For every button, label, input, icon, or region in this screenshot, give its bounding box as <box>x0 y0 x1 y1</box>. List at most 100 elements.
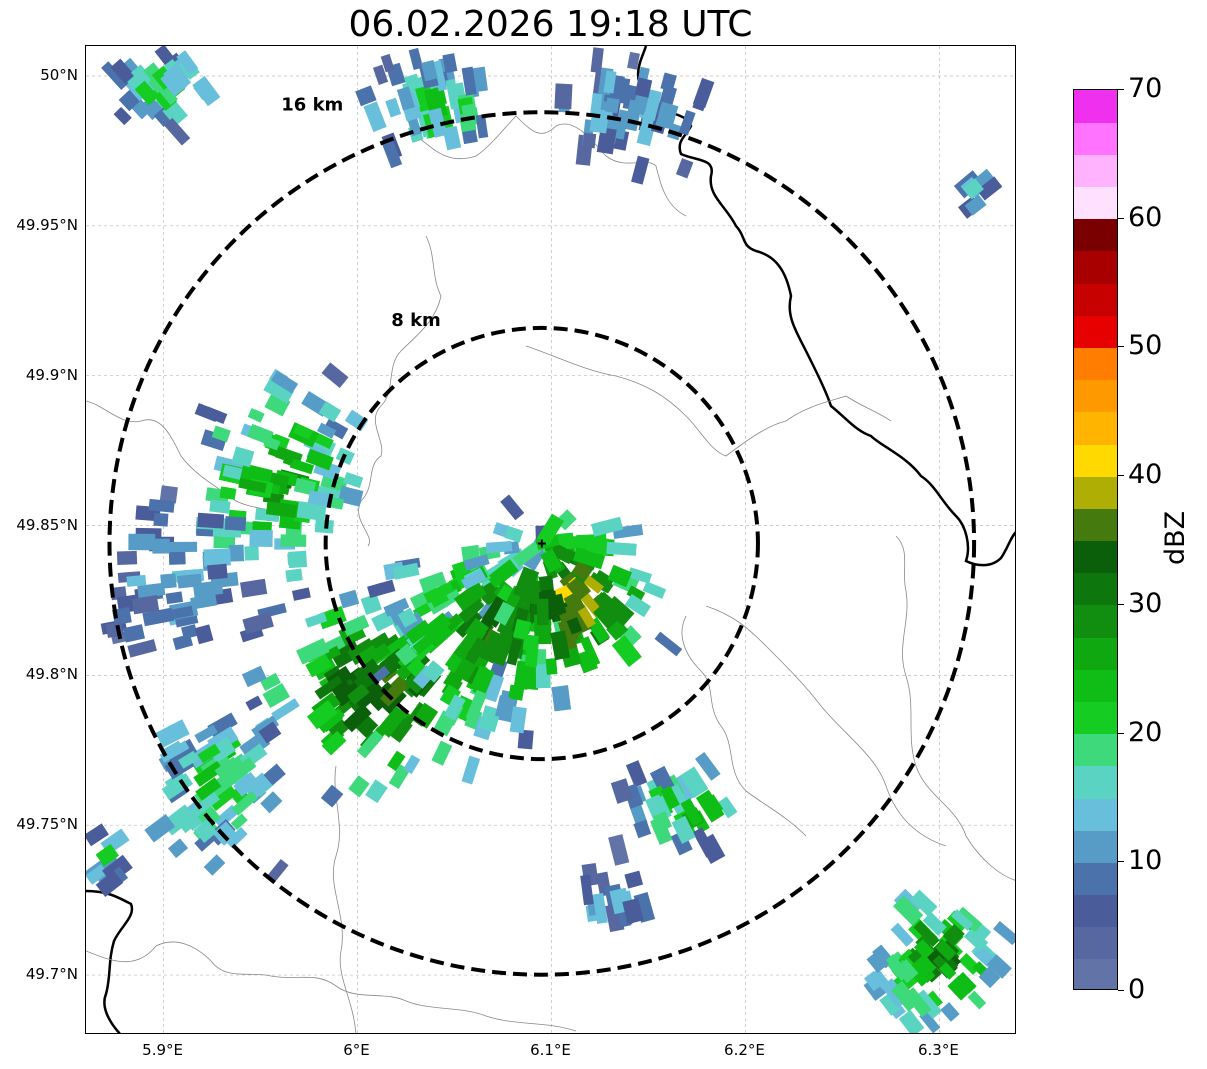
echo-pixel <box>445 78 461 109</box>
echo-pixel <box>610 778 633 804</box>
echo-pixel <box>245 695 263 711</box>
echo-pixel <box>314 675 344 700</box>
echo-pixel <box>176 50 199 75</box>
echo-pixel <box>406 657 426 677</box>
colorbar-tick-label: 70 <box>1128 73 1163 104</box>
echo-pixel <box>305 654 333 678</box>
radar-map[interactable]: 8 km 16 km <box>85 45 1016 1034</box>
echo-pixel <box>112 607 132 626</box>
colorbar-segment <box>1074 701 1117 735</box>
echo-pixel <box>692 77 715 108</box>
echo-pixel <box>252 521 273 532</box>
colorbar-tick-label: 20 <box>1128 716 1163 748</box>
echo-pixel <box>655 101 679 130</box>
colorbar-tick-label: 0 <box>1128 974 1146 1005</box>
echo-pixel <box>289 458 315 475</box>
echo-pixel <box>168 541 198 553</box>
echo-pixel <box>241 665 267 688</box>
radar-map-canvas: 8 km 16 km <box>86 46 1015 1033</box>
border-southwest <box>86 889 134 1033</box>
echo-pixel <box>866 950 889 973</box>
echo-pixel <box>585 537 609 556</box>
echo-pixel <box>390 718 413 743</box>
echo-pixel <box>947 975 973 1001</box>
colorbar-segment <box>1074 315 1117 349</box>
echo-pixel <box>464 637 488 665</box>
echo-pixel <box>642 581 667 599</box>
echo-pixel <box>482 673 505 703</box>
dbz-colorbar <box>1073 89 1118 990</box>
echo-pixel <box>342 703 372 733</box>
echo-pixel <box>228 544 245 562</box>
echo-pixel <box>633 819 652 839</box>
lat-tick-label: 49.7°N <box>25 965 78 984</box>
echo-pixel <box>203 548 231 567</box>
echo-pixel <box>116 550 138 565</box>
echo-pixel <box>212 821 238 846</box>
echo-pixel <box>95 843 120 867</box>
echo-pixel <box>513 660 532 690</box>
echo-pixel <box>260 791 283 814</box>
echo-pixel <box>307 490 333 508</box>
echo-pixel <box>940 1002 960 1022</box>
echo-pixel <box>86 864 108 885</box>
colorbar-segment <box>1074 797 1117 831</box>
echo-pixel <box>614 109 630 140</box>
echo-pixel <box>604 97 620 114</box>
echo-pixel <box>110 58 136 85</box>
colorbar-segment <box>1074 926 1117 960</box>
echo-pixel <box>910 889 938 917</box>
echo-pixel <box>193 760 224 787</box>
echo-pixel <box>249 529 273 547</box>
echo-pixel <box>967 990 987 1010</box>
echo-pixel <box>524 641 539 668</box>
colorbar-tick-label: 60 <box>1128 201 1163 233</box>
colorbar-segment <box>1074 669 1117 702</box>
echo-pixel <box>403 754 421 775</box>
echo-pixel <box>962 178 984 200</box>
echo-pixel <box>305 448 334 471</box>
echo-pixel <box>463 554 490 571</box>
lat-tick-label: 49.9°N <box>25 365 78 384</box>
colorbar-segment <box>1074 830 1117 863</box>
echo-pixel <box>504 525 524 543</box>
map-title: 06.02.2026 19:18 UTC <box>348 4 753 45</box>
echo-pixel <box>353 658 382 685</box>
colorbar-segment <box>1074 347 1117 381</box>
colorbar-tick <box>1118 89 1124 90</box>
echo-pixel <box>347 638 378 666</box>
echo-pixel <box>137 582 166 599</box>
echo-pixel <box>913 939 934 960</box>
lon-tick-label: 6.3°E <box>917 1041 959 1059</box>
echo-pixel <box>219 486 237 500</box>
echo-pixel <box>224 516 247 531</box>
echo-pixel <box>536 513 565 546</box>
lat-tick-label: 49.8°N <box>25 665 78 684</box>
colorbar-segment <box>1074 122 1117 155</box>
range-rings: 8 km 16 km <box>107 95 977 977</box>
echo-pixel <box>475 114 489 139</box>
echo-pixel <box>314 519 334 534</box>
colorbar-tick <box>1118 603 1124 605</box>
colorbar-tick <box>1118 861 1124 863</box>
echo-pixel <box>517 729 534 750</box>
echo-pixel <box>323 418 349 440</box>
echo-pixel <box>407 116 422 137</box>
colorbar-unit-label: dBZ <box>1160 510 1191 565</box>
echo-pixel <box>695 751 721 781</box>
echo-pixel <box>396 86 415 111</box>
echo-pixel <box>203 406 228 424</box>
echo-pixel <box>679 766 709 799</box>
echo-pixel <box>536 598 549 626</box>
echo-pixel <box>565 535 586 549</box>
echo-pixel <box>465 689 488 722</box>
echo-pixel <box>211 425 231 443</box>
echo-pixel <box>513 566 540 600</box>
echo-pixel <box>122 624 145 643</box>
echo-pixel <box>717 796 738 819</box>
echo-pixel <box>320 784 344 808</box>
echo-pixel <box>624 593 652 618</box>
echo-pixel <box>363 101 387 133</box>
echo-pixel <box>591 569 615 593</box>
colorbar-segment <box>1074 540 1117 574</box>
